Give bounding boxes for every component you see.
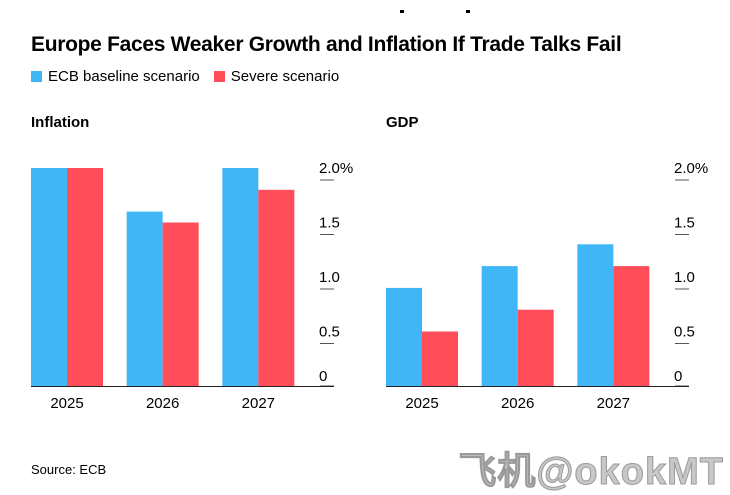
inflation-bar-baseline-2027 <box>222 168 259 386</box>
gdp-ytick-label: 1.0 <box>674 269 695 286</box>
inflation-xtick-label: 2027 <box>242 395 275 412</box>
gdp-ytick-label: 0.5 <box>674 324 695 341</box>
legend-swatch-severe <box>213 71 225 82</box>
gdp-bar-severe-2026 <box>517 309 554 386</box>
gdp-chart: 2.0% 1.5 1.0 0.5 0 2025 2026 2027 <box>386 160 708 412</box>
gdp-bar-severe-2027 <box>613 266 650 386</box>
legend: ECB baseline scenario Severe scenario <box>31 68 339 85</box>
chart-title: Europe Faces Weaker Growth and Inflation… <box>31 33 622 56</box>
gdp-panel-title: GDP <box>386 114 419 131</box>
inflation-ytick-label: 1.0 <box>319 269 340 286</box>
gdp-ytick-label: 1.5 <box>674 215 695 232</box>
inflation-bar-severe-2025 <box>67 168 103 386</box>
inflation-panel-title: Inflation <box>31 114 90 131</box>
source-note: Source: ECB <box>31 462 107 477</box>
inflation-bar-baseline-2026 <box>126 211 163 386</box>
gdp-xtick-label: 2025 <box>405 395 438 412</box>
inflation-xtick-label: 2026 <box>146 395 179 412</box>
gdp-xtick-label: 2027 <box>597 395 630 412</box>
inflation-ytick-label: 1.5 <box>319 215 340 232</box>
inflation-ytick-label: 2.0% <box>319 160 353 177</box>
gdp-xtick-label: 2026 <box>501 395 534 412</box>
legend-item-severe: Severe scenario <box>213 68 340 85</box>
gdp-ytick-label: 2.0% <box>674 160 708 177</box>
watermark: 飞机@okokMT <box>458 451 724 494</box>
inflation-bar-severe-2026 <box>162 222 199 386</box>
top-edge-mark <box>400 0 470 13</box>
gdp-bar-baseline-2025 <box>386 287 422 386</box>
inflation-ytick-label: 0 <box>319 368 327 385</box>
gdp-bar-severe-2025 <box>422 331 458 386</box>
inflation-bar-baseline-2025 <box>31 168 67 386</box>
inflation-ytick-label: 0.5 <box>319 324 340 341</box>
gdp-ytick-label: 0 <box>674 368 682 385</box>
legend-label-severe: Severe scenario <box>230 68 340 85</box>
inflation-chart: 2.0% 1.5 1.0 0.5 0 2025 2026 2027 <box>31 160 353 412</box>
gdp-bar-baseline-2026 <box>481 266 518 386</box>
legend-swatch-baseline <box>31 71 42 82</box>
inflation-bar-severe-2027 <box>258 189 295 386</box>
legend-label-baseline: ECB baseline scenario <box>48 68 200 85</box>
gdp-bar-baseline-2027 <box>577 244 614 386</box>
legend-item-baseline: ECB baseline scenario <box>31 68 200 85</box>
inflation-xtick-label: 2025 <box>50 395 83 412</box>
